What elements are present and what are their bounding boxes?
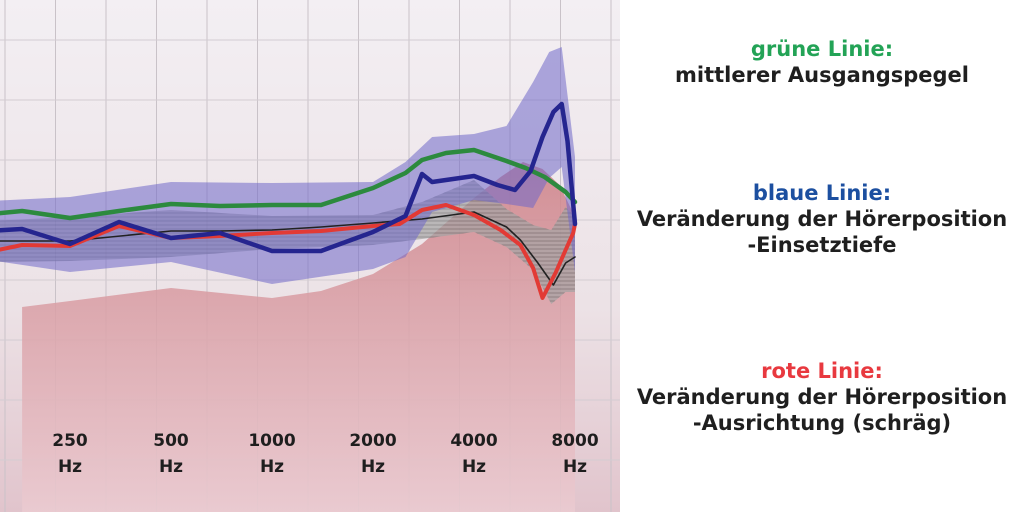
pink-area — [22, 162, 576, 512]
blue-band — [0, 47, 575, 284]
x-tick-unit: Hz — [159, 457, 183, 477]
legend-panel: grüne Linie: mittlerer Ausgangspegel bla… — [620, 0, 1024, 512]
x-tick-unit: Hz — [361, 457, 385, 477]
x-tick-unit: Hz — [58, 457, 82, 477]
blue-line — [0, 101, 578, 254]
legend-red-text-1: Veränderung der Hörerposition — [636, 385, 1008, 409]
legend-blue: blaue Linie: Veränderung der Hörerpositi… — [620, 180, 1024, 258]
audiogram-chart: 250 Hz 500 Hz 1000 Hz 2000 Hz 4000 Hz 8000 Hz — [0, 0, 620, 512]
x-tick-unit: Hz — [563, 457, 587, 477]
legend-blue-text-2: -Einsetztiefe — [747, 233, 897, 257]
x-tick-label: 500 — [153, 431, 189, 451]
x-tick-unit: Hz — [462, 457, 486, 477]
legend-green-heading: grüne Linie: — [750, 37, 894, 61]
legend-red-heading: rote Linie: — [761, 359, 883, 383]
x-tick-label: 250 — [52, 431, 88, 451]
x-tick-label: 2000 — [349, 431, 396, 451]
legend-red: rote Linie: Veränderung der Hörerpositio… — [620, 358, 1024, 436]
legend-green: grüne Linie: mittlerer Ausgangspegel — [620, 36, 1024, 88]
black-line — [0, 211, 576, 286]
legend-red-text-2: -Ausrichtung (schräg) — [692, 411, 952, 435]
legend-blue-text-1: Veränderung der Hörerposition — [636, 207, 1008, 231]
x-tick-label: 1000 — [248, 431, 295, 451]
legend-blue-heading: blaue Linie: — [752, 181, 892, 205]
x-tick-label: 4000 — [450, 431, 497, 451]
x-tick-unit: Hz — [260, 457, 284, 477]
legend-green-text: mittlerer Ausgangspegel — [675, 63, 969, 87]
red-line — [0, 203, 577, 300]
x-tick-label: 8000 — [551, 431, 598, 451]
